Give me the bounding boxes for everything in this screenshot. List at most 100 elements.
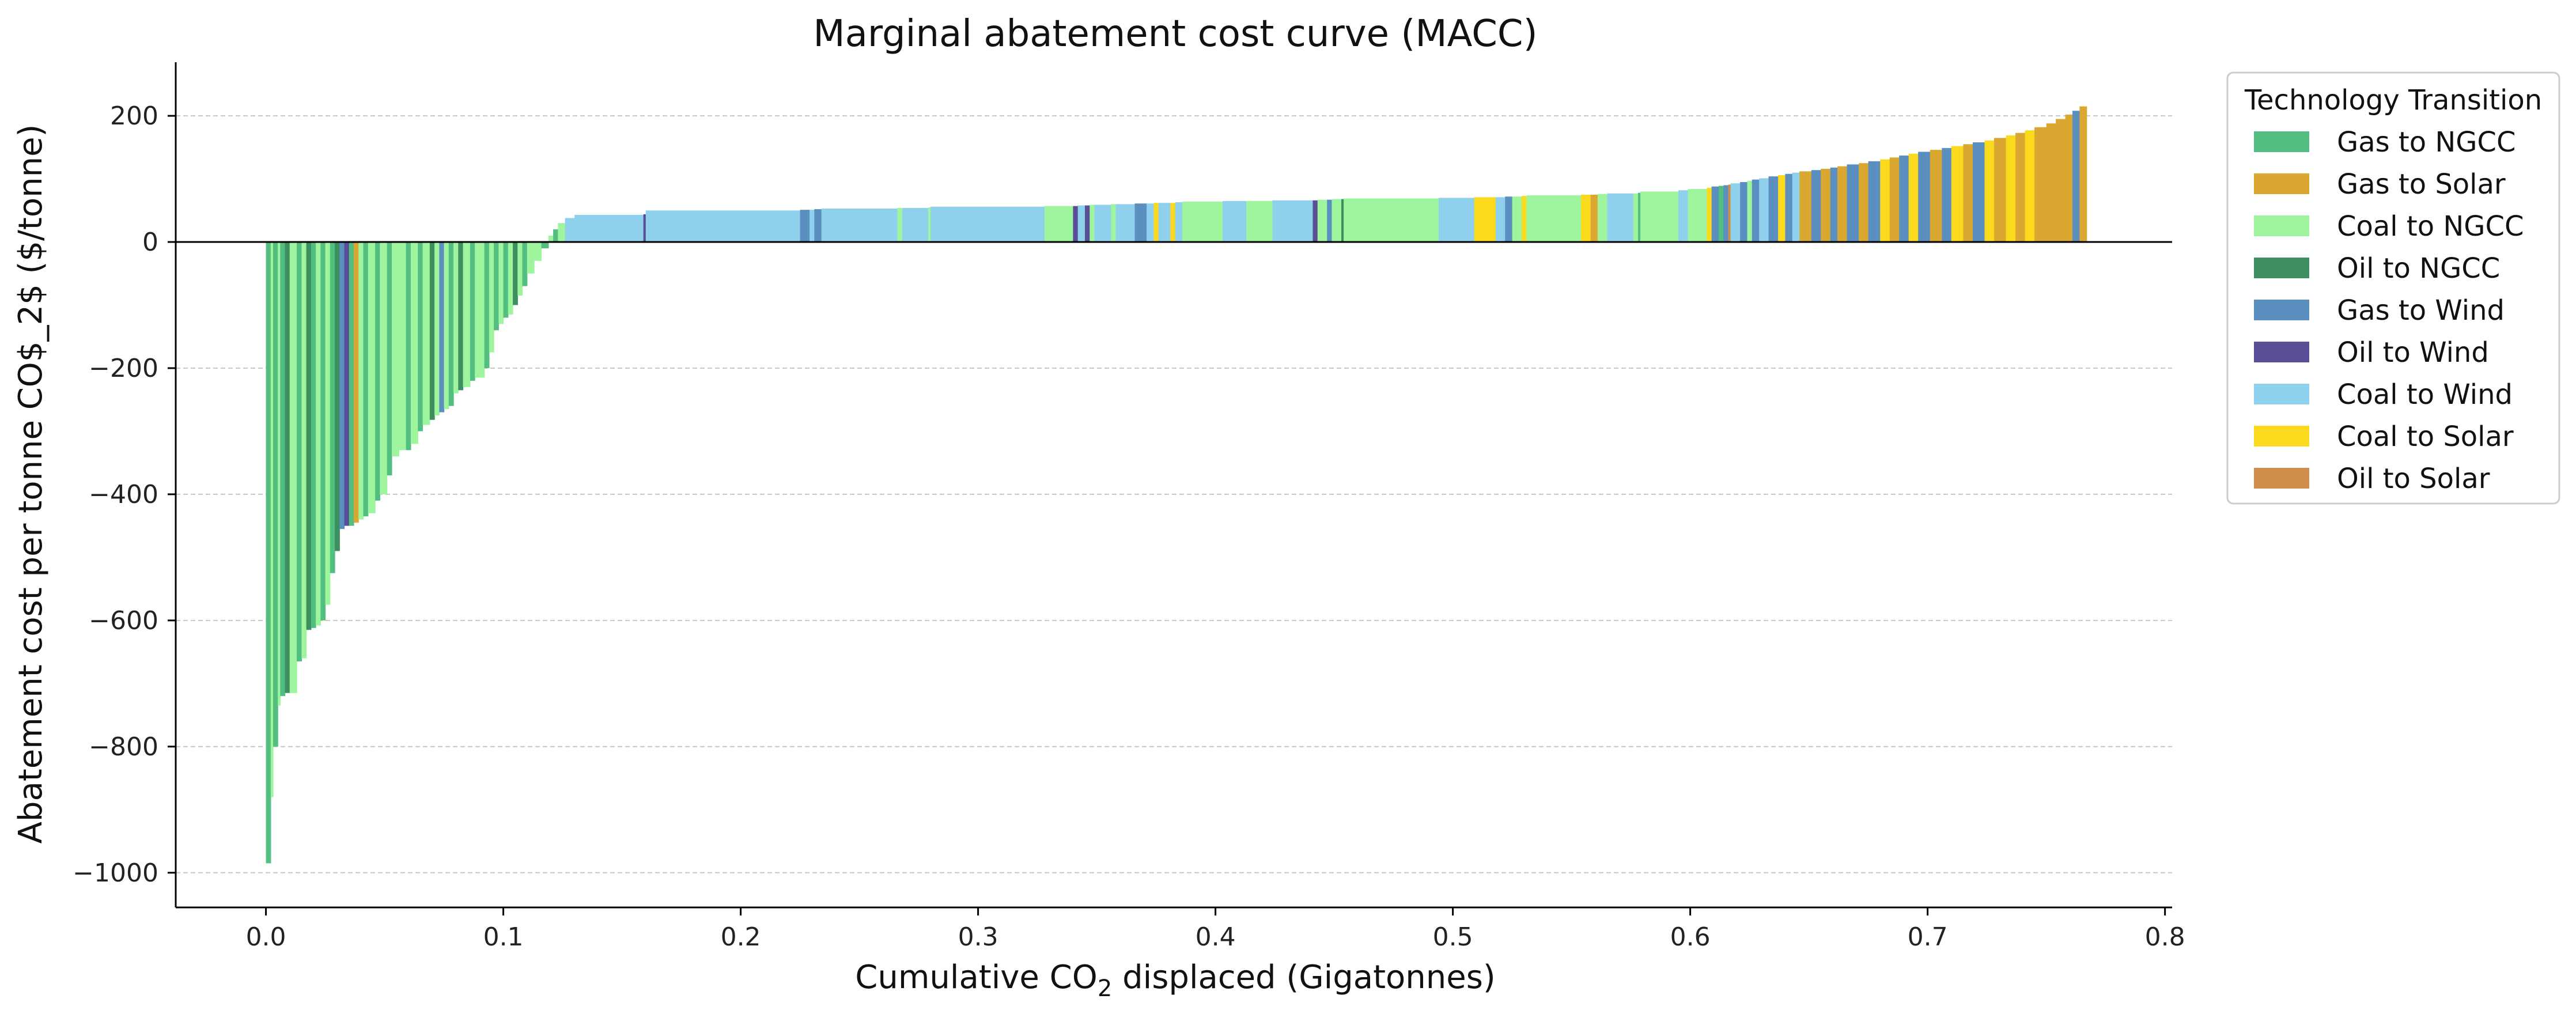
bar (422, 242, 430, 425)
bar (1759, 178, 1769, 243)
bar (1327, 199, 1333, 243)
bar (439, 242, 445, 413)
bar (1512, 196, 1522, 243)
bar (1272, 200, 1314, 243)
bar (2046, 123, 2056, 243)
legend-swatch (2254, 342, 2309, 362)
bar (1847, 164, 1859, 243)
bar (1341, 199, 1344, 243)
bar (928, 207, 931, 243)
bar (1707, 187, 1712, 243)
legend-label: Oil to Wind (2337, 336, 2489, 369)
bar (330, 242, 335, 573)
bar (897, 207, 903, 243)
bar (1637, 192, 1641, 243)
bar (1918, 152, 1931, 243)
y-ticks: −1000 −800 −600 −400 −200 0 200 (73, 101, 176, 888)
bar (574, 214, 644, 243)
y-axis-title: Abatement cost per tonne CO$_2$ ($/tonne… (12, 124, 50, 844)
bar (1182, 201, 1223, 243)
legend-label: Gas to NGCC (2337, 126, 2516, 158)
bar (297, 242, 302, 662)
bar (1880, 159, 1890, 243)
bar (418, 242, 423, 432)
bar (1740, 182, 1748, 243)
bar (458, 242, 464, 391)
legend-title: Technology Transition (2244, 84, 2542, 116)
bar (380, 242, 388, 494)
bar (800, 210, 810, 243)
bar (1821, 169, 1831, 243)
bar (1073, 206, 1079, 243)
bar (517, 242, 523, 296)
legend-swatch (2254, 300, 2309, 320)
bar (1640, 191, 1679, 243)
y-tick-label: 200 (110, 101, 158, 131)
bar (470, 242, 475, 381)
legend-frame (2226, 71, 2560, 505)
bar (1581, 194, 1591, 243)
bar (1930, 150, 1942, 243)
bar (1799, 171, 1812, 243)
bar (1505, 196, 1513, 243)
bar (1317, 199, 1327, 243)
bar (1792, 172, 1800, 243)
chart-title: Marginal abatement cost curve (MACC) (813, 13, 1537, 55)
bar (1090, 205, 1095, 243)
bar (363, 242, 369, 517)
bar (643, 214, 646, 243)
bar (1719, 186, 1724, 243)
legend-swatch (2254, 258, 2309, 278)
x-tick-label: 0.1 (483, 922, 524, 952)
bar (1175, 202, 1183, 243)
bar (1134, 203, 1147, 243)
y-tick-label: −400 (89, 480, 158, 509)
bar (270, 242, 274, 797)
bar (375, 242, 380, 501)
bar (320, 242, 326, 620)
x-tick-label: 0.7 (1908, 922, 1948, 952)
bar (1170, 203, 1176, 243)
bar (1859, 163, 1869, 243)
bar (1723, 185, 1729, 243)
legend-label: Coal to NGCC (2337, 210, 2524, 243)
bar (301, 242, 307, 659)
bar (434, 242, 440, 416)
bar (1778, 175, 1786, 243)
bar (1963, 144, 1973, 243)
bar (2065, 114, 2073, 243)
bar (1984, 140, 1995, 243)
bar (453, 242, 459, 394)
bar (1951, 146, 1964, 243)
bar (1522, 196, 1527, 243)
bar (278, 242, 281, 706)
bar (2025, 130, 2035, 243)
bar (1147, 203, 1155, 243)
x-tick-label: 0.2 (721, 922, 761, 952)
bar (311, 242, 316, 629)
bar (325, 242, 331, 605)
x-axis-title: Cumulative CO2 displaced (Gigatonnes) (855, 959, 1496, 1002)
bar (475, 242, 485, 378)
legend-entries: Gas to NGCC Gas to Solar Coal to NGCC Oil t… (2254, 126, 2524, 495)
legend-label: Coal to Solar (2337, 421, 2514, 453)
bar (814, 209, 822, 243)
bars-group (266, 106, 2087, 864)
bar (391, 242, 399, 457)
bar (1111, 204, 1117, 243)
bar (930, 206, 1045, 243)
bar (1747, 180, 1753, 243)
bar (368, 242, 376, 513)
bar (498, 242, 504, 324)
bar (410, 242, 418, 444)
bar (1811, 170, 1821, 243)
legend-swatch (2254, 215, 2309, 236)
bar (429, 242, 435, 420)
bar (1972, 142, 1985, 243)
bar (1868, 161, 1881, 243)
bar (1994, 138, 2007, 243)
bar (1942, 147, 1952, 243)
